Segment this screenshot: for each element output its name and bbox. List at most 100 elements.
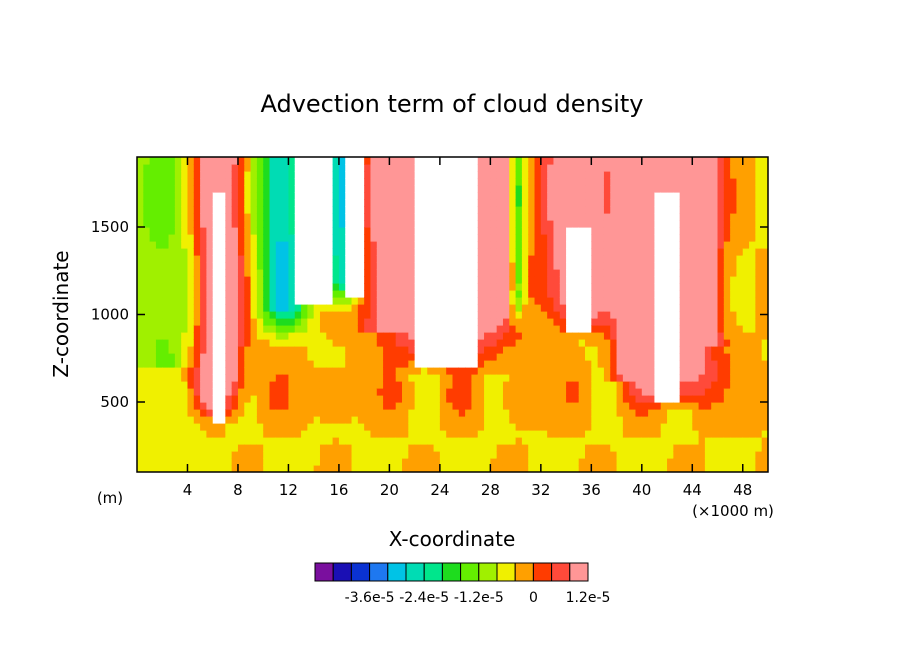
- heatmap-cell: [433, 157, 441, 165]
- heatmap-cell: [509, 157, 517, 165]
- heatmap-cell: [143, 444, 151, 452]
- heatmap-cell: [187, 451, 195, 459]
- heatmap-cell: [578, 451, 586, 459]
- heatmap-cell: [521, 220, 529, 228]
- heatmap-cell: [736, 381, 744, 389]
- heatmap-cell: [376, 325, 384, 333]
- heatmap-cell: [231, 423, 239, 431]
- heatmap-cell: [212, 262, 220, 270]
- heatmap-cell: [263, 262, 271, 270]
- heatmap-cell: [534, 360, 542, 368]
- heatmap-cell: [597, 402, 605, 410]
- heatmap-cell: [345, 297, 353, 305]
- heatmap-cell: [162, 395, 170, 403]
- heatmap-cell: [547, 346, 555, 354]
- heatmap-cell: [528, 325, 536, 333]
- heatmap-cell: [408, 458, 416, 466]
- x-tick-label: 16: [329, 481, 348, 499]
- heatmap-cell: [641, 297, 649, 305]
- heatmap-cell: [616, 255, 624, 263]
- heatmap-cell: [301, 297, 308, 305]
- heatmap-cell: [673, 234, 681, 242]
- heatmap-cell: [389, 325, 397, 333]
- heatmap-cell: [761, 339, 768, 347]
- heatmap-cell: [711, 171, 719, 179]
- heatmap-cell: [667, 402, 674, 410]
- heatmap-cell: [288, 395, 296, 403]
- heatmap-cell: [654, 444, 662, 452]
- heatmap-cell: [338, 276, 346, 284]
- heatmap-cell: [294, 227, 302, 235]
- heatmap-cell: [225, 437, 233, 445]
- heatmap-cell: [484, 269, 491, 277]
- heatmap-cell: [698, 248, 706, 256]
- heatmap-cell: [174, 465, 182, 472]
- heatmap-cell: [572, 430, 580, 438]
- heatmap-cell: [193, 248, 201, 256]
- heatmap-cell: [458, 346, 466, 354]
- heatmap-cell: [219, 213, 226, 221]
- heatmap-cell: [376, 395, 384, 403]
- heatmap-cell: [692, 332, 700, 340]
- heatmap-cell: [275, 353, 283, 361]
- heatmap-cell: [225, 346, 233, 354]
- heatmap-cell: [490, 416, 498, 424]
- heatmap-cell: [692, 437, 700, 445]
- heatmap-cell: [502, 234, 510, 242]
- heatmap-cell: [307, 402, 315, 410]
- heatmap-cell: [219, 332, 226, 340]
- heatmap-cell: [181, 451, 189, 459]
- heatmap-cell: [263, 248, 271, 256]
- heatmap-cell: [458, 276, 466, 284]
- heatmap-cell: [566, 381, 573, 389]
- heatmap-cell: [572, 325, 580, 333]
- heatmap-cell: [275, 276, 283, 284]
- heatmap-cell: [301, 437, 308, 445]
- heatmap-cell: [622, 220, 630, 228]
- heatmap-cell: [143, 395, 151, 403]
- heatmap-cell: [357, 311, 365, 319]
- heatmap-cell: [490, 451, 498, 459]
- heatmap-cell: [490, 171, 498, 179]
- heatmap-cell: [357, 388, 365, 396]
- heatmap-cell: [174, 213, 182, 221]
- heatmap-cell: [711, 220, 719, 228]
- heatmap-cell: [496, 367, 504, 375]
- heatmap-cell: [319, 185, 327, 193]
- heatmap-cell: [578, 423, 586, 431]
- heatmap-cell: [723, 465, 731, 472]
- heatmap-cell: [370, 458, 378, 466]
- heatmap-cell: [408, 290, 416, 298]
- heatmap-cell: [566, 276, 573, 284]
- heatmap-cell: [616, 248, 624, 256]
- heatmap-cell: [389, 451, 397, 459]
- heatmap-cell: [446, 192, 454, 200]
- heatmap-cell: [742, 311, 750, 319]
- heatmap-cell: [162, 206, 170, 214]
- heatmap-cell: [244, 192, 252, 200]
- heatmap-cell: [326, 318, 334, 326]
- heatmap-cell: [383, 178, 390, 186]
- heatmap-cell: [521, 262, 529, 270]
- heatmap-cell: [673, 311, 681, 319]
- heatmap-cell: [591, 178, 599, 186]
- heatmap-cell: [395, 199, 403, 207]
- heatmap-cell: [420, 206, 428, 214]
- heatmap-cell: [319, 430, 327, 438]
- heatmap-cell: [149, 283, 157, 291]
- heatmap-cell: [143, 199, 151, 207]
- heatmap-cell: [540, 241, 548, 249]
- heatmap-cell: [458, 367, 466, 375]
- heatmap-cell: [244, 227, 252, 235]
- heatmap-cell: [219, 171, 226, 179]
- heatmap-cell: [231, 213, 239, 221]
- heatmap-cell: [490, 304, 498, 312]
- heatmap-cell: [332, 192, 340, 200]
- heatmap-cell: [578, 171, 586, 179]
- heatmap-cell: [761, 185, 768, 193]
- heatmap-cell: [143, 171, 151, 179]
- heatmap-cell: [496, 430, 504, 438]
- heatmap-cell: [622, 444, 630, 452]
- heatmap-cell: [446, 395, 454, 403]
- heatmap-cell: [603, 437, 611, 445]
